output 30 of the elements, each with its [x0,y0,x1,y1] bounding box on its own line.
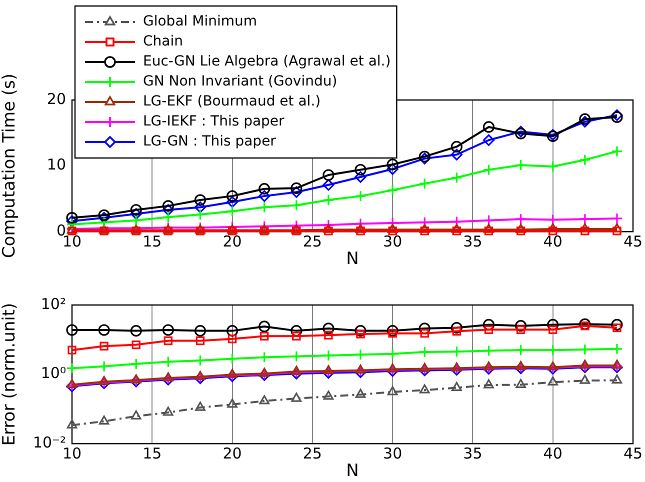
x-tick-label: 15 [142,232,162,250]
legend-label: LG-GN : This paper [143,134,276,150]
legend-label: LG-IEKF : This paper [143,114,285,130]
legend-label: LG-EKF (Bourmaud et al.) [143,94,321,110]
x-axis-title: N [346,249,359,270]
x-tick-label: 25 [302,444,322,462]
x-tick-label: 20 [222,444,242,462]
x-tick-label: 25 [302,232,322,250]
legend-label: Global Minimum [143,14,257,30]
y-tick-label: 20 [46,90,66,108]
x-tick-label: 45 [623,232,643,250]
x-tick-label: 35 [463,444,482,462]
x-tick-label: 30 [383,232,402,250]
x-tick-label: 15 [142,444,162,462]
legend-label: Euc-GN Lie Algebra (Agrawal et al.) [143,54,391,70]
x-tick-label: 40 [543,232,562,250]
y-axis-title: Error (norm.unit) [0,302,20,446]
x-tick-label: 35 [463,232,482,250]
x-tick-label: 10 [62,444,82,462]
legend-label: Chain [143,34,183,50]
x-tick-label: 30 [383,444,402,462]
legend-label: GN Non Invariant (Govindu) [143,74,338,90]
y-tick-label: 10⁰ [40,364,66,382]
x-tick-label: 40 [543,444,562,462]
x-tick-label: 45 [623,444,643,462]
x-tick-label: 20 [222,232,242,250]
y-axis-title: Computation Time (s) [0,74,20,258]
y-tick-label: 10 [46,156,66,174]
x-axis-title: N [346,461,359,482]
y-tick-label: 10² [40,294,66,313]
